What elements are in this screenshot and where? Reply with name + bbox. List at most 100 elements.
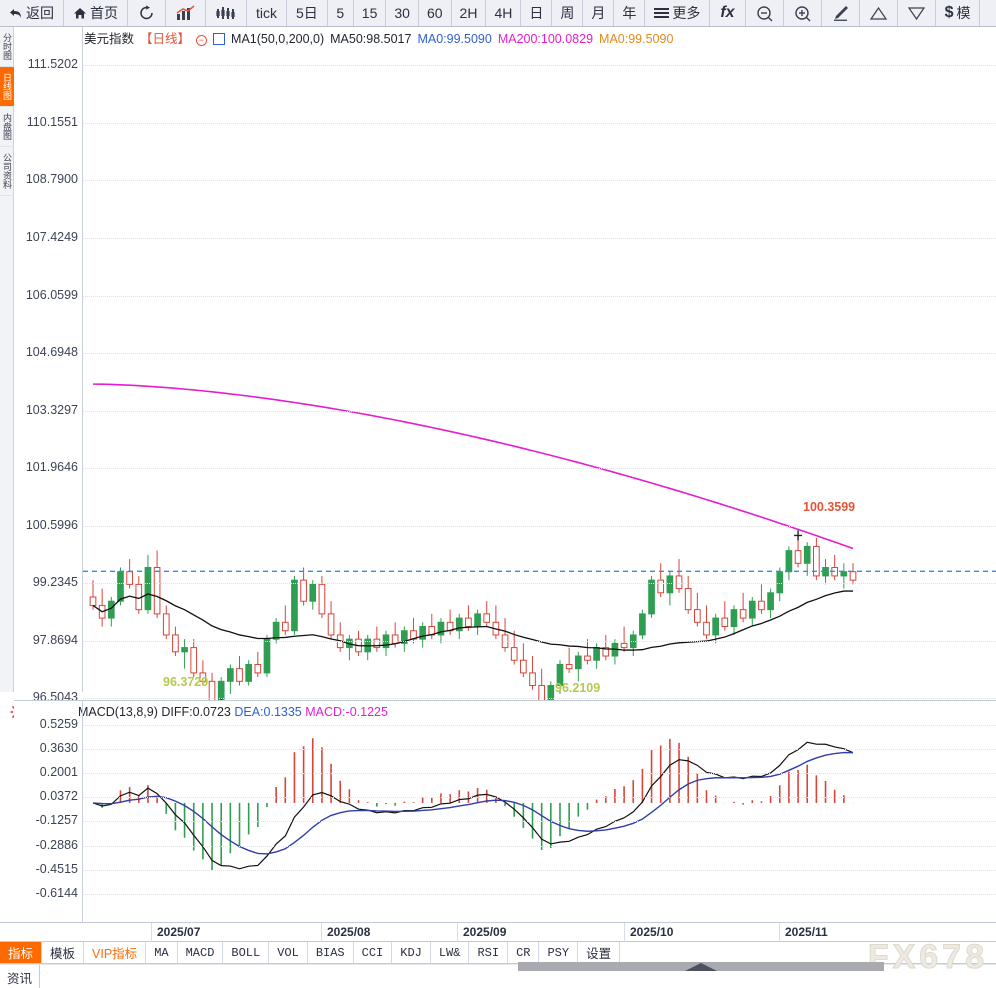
btab-bias[interactable]: BIAS (308, 942, 354, 963)
btab-settings[interactable]: 设置 (578, 942, 621, 963)
price-candles-layer (83, 383, 996, 716)
period-60m[interactable]: 60 (418, 0, 452, 26)
btab-indicator[interactable]: 指标 (0, 942, 43, 963)
function-button[interactable]: fx (710, 0, 746, 26)
chart-type-button[interactable] (166, 0, 206, 26)
price-gridline (83, 65, 996, 66)
price-gridline (83, 353, 996, 354)
btab-cci[interactable]: CCI (354, 942, 393, 963)
home-icon (73, 7, 87, 20)
period-year-label: 年 (622, 5, 637, 21)
macd-indicator-header: MACD(13,8,9) DIFF:0.0723 DEA:0.1335 MACD… (78, 705, 388, 719)
price-y-tick-label: 97.8694 (32, 633, 78, 647)
pencil-icon (832, 5, 849, 21)
circle-minus-icon[interactable]: − (196, 35, 208, 46)
price-y-tick-label: 106.0599 (25, 288, 78, 302)
period-year[interactable]: 年 (614, 0, 646, 26)
btab-ma[interactable]: MA (146, 942, 178, 963)
down-triangle-button[interactable] (897, 0, 936, 26)
macd-value: MACD:-0.1225 (305, 705, 388, 719)
period-tick-label: tick (256, 5, 277, 21)
period-day[interactable]: 日 (521, 0, 553, 26)
price-chart-pane[interactable]: 美元指数 【日线】 − MA1(50,0,200,0) MA50:98.5017 MA0:… (14, 27, 996, 716)
sidebar-tab-daily[interactable]: 日线图 (0, 67, 14, 107)
period-15m-label: 15 (361, 5, 378, 21)
macd-plot-area[interactable] (82, 701, 996, 922)
horizontal-scrollbar[interactable] (518, 962, 884, 971)
zoom-out-button[interactable] (745, 0, 784, 26)
price-y-tick-label: 101.9646 (25, 460, 78, 474)
news-tab[interactable]: 资讯 (0, 965, 41, 988)
price-plot-area[interactable] (82, 27, 996, 716)
btab-vol[interactable]: VOL (269, 942, 308, 963)
fx-label: fx (720, 4, 735, 21)
ma-indicator-icon (213, 33, 226, 45)
period-15m[interactable]: 15 (353, 0, 387, 26)
hamburger-icon (654, 7, 670, 19)
price-y-tick-label: 103.3297 (25, 403, 78, 417)
ma50-value: MA50:98.5017 (330, 32, 412, 46)
zoom-out-icon (756, 5, 773, 22)
btab-lwr[interactable]: LW& (431, 942, 470, 963)
price-y-tick-label: 107.4249 (25, 230, 78, 244)
sidebar-tab-intraday[interactable]: 分时图 (0, 27, 14, 67)
ma0b-value: MA0:99.5090 (599, 32, 674, 46)
back-button[interactable]: 返回 (0, 0, 64, 26)
draw-line-button[interactable] (821, 0, 860, 26)
macd-y-tick-label: 0.2001 (39, 765, 78, 779)
period-4h[interactable]: 4H (486, 0, 522, 26)
x-axis: 2025/07 2025/08 2025/09 2025/10 2025/11 (14, 922, 996, 943)
period-week[interactable]: 周 (552, 0, 584, 26)
period-week-label: 周 (560, 5, 575, 21)
price-y-tick-label: 110.1551 (26, 115, 78, 129)
up-triangle-button[interactable] (859, 0, 898, 26)
x-axis-tick (321, 923, 322, 943)
candle-type-button[interactable] (206, 0, 247, 26)
sidebar-tab-inner[interactable]: 内盘图 (0, 107, 14, 147)
price-y-tick-label: 111.5202 (27, 57, 78, 71)
macd-title: MACD(13,8,9) (78, 705, 158, 719)
period-tick[interactable]: tick (247, 0, 287, 26)
btab-macd[interactable]: MACD (178, 942, 224, 963)
more-menu-button[interactable]: 更多 (645, 0, 711, 26)
period-60m-label: 60 (426, 5, 443, 21)
period-30m-label: 30 (394, 5, 410, 21)
price-gridline (83, 238, 996, 239)
macd-pane[interactable]: MACD(13,8,9) DIFF:0.0723 DEA:0.1335 MACD… (14, 700, 996, 922)
currency-mode-button[interactable]: $ 模 (935, 0, 981, 26)
zoom-in-button[interactable] (783, 0, 822, 26)
btab-vip[interactable]: VIP指标 (84, 942, 147, 963)
period-5m[interactable]: 5 (327, 0, 354, 26)
macd-y-tick-label: 0.3630 (39, 741, 78, 755)
macd-gridline (83, 797, 996, 798)
period-30m[interactable]: 30 (386, 0, 419, 26)
btab-rsi[interactable]: RSI (469, 942, 509, 963)
price-gridline (83, 698, 996, 699)
btab-template[interactable]: 模板 (42, 942, 85, 963)
macd-gridline (83, 846, 996, 847)
period-4h-label: 4H (494, 5, 513, 21)
macd-dea: DEA:0.1335 (234, 705, 302, 719)
btab-psy[interactable]: PSY (539, 942, 579, 963)
top-toolbar: 返回 首页 (0, 0, 996, 27)
scrollbar-grip-icon[interactable] (685, 963, 717, 971)
x-axis-tick (151, 923, 152, 943)
sidebar-tab-company[interactable]: 公司资料 (0, 147, 14, 196)
period-month[interactable]: 月 (583, 0, 615, 26)
x-axis-tick (779, 923, 780, 943)
period-5d[interactable]: 5日 (287, 0, 328, 26)
period-2h[interactable]: 2H (451, 0, 487, 26)
dollar-icon: $ (944, 4, 954, 21)
macd-y-tick-label: -0.1257 (35, 813, 78, 827)
btab-cr[interactable]: CR (508, 942, 540, 963)
price-gridline (83, 526, 996, 527)
price-gridline (83, 468, 996, 469)
refresh-button[interactable] (128, 0, 166, 26)
price-gridline (83, 123, 996, 124)
back-arrow-icon (9, 7, 23, 20)
btab-boll[interactable]: BOLL (223, 942, 270, 963)
btab-kdj[interactable]: KDJ (392, 942, 431, 963)
price-y-tick-label: 100.5996 (25, 518, 78, 532)
home-button[interactable]: 首页 (64, 0, 128, 26)
left-sidebar: 分时图 日线图 内盘图 公司资料 (0, 27, 14, 692)
